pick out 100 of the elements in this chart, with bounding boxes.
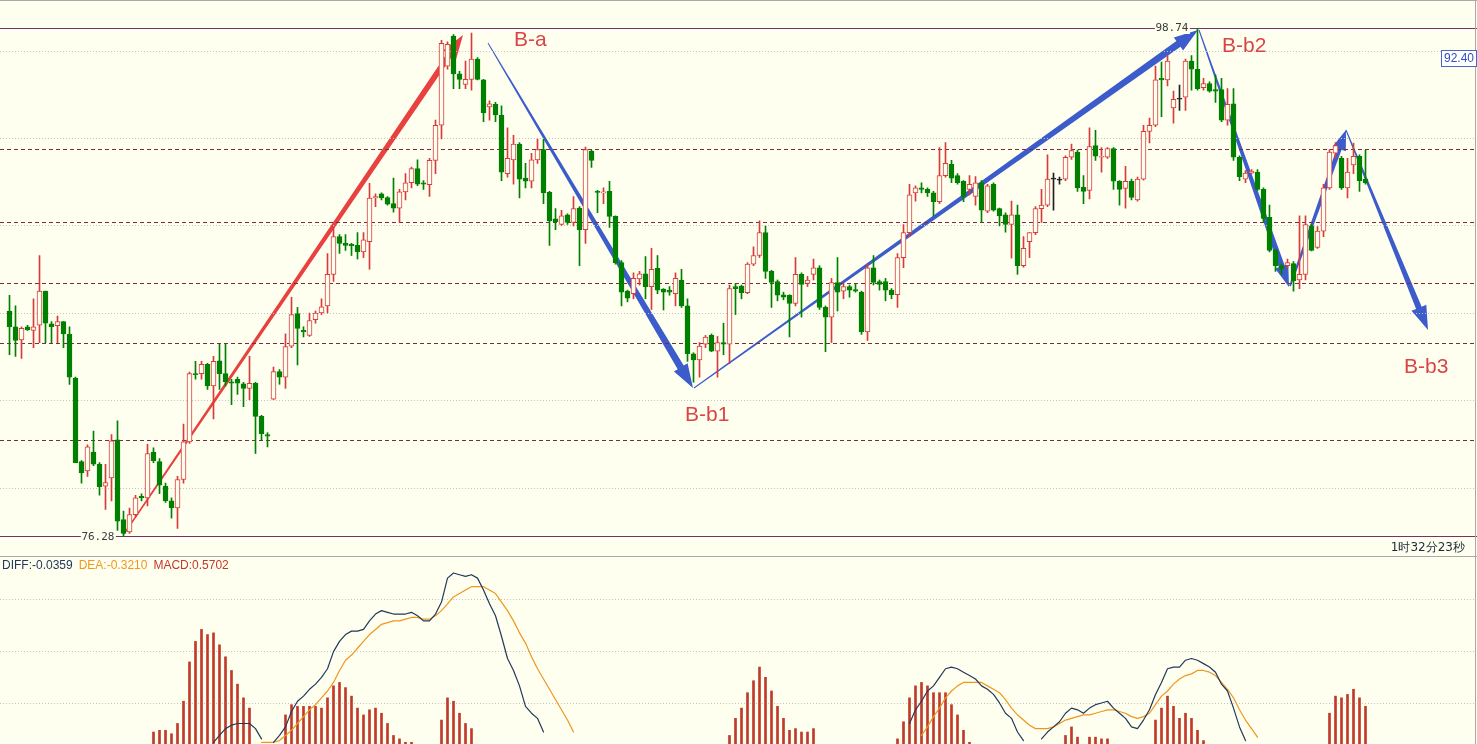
bar	[248, 707, 251, 744]
bar	[212, 632, 215, 744]
bar	[788, 729, 791, 744]
bar	[1154, 719, 1157, 744]
text: DIFF:-0.0359	[2, 558, 74, 572]
bar	[242, 697, 245, 744]
bar	[230, 670, 233, 744]
bar	[926, 685, 929, 744]
bar	[794, 728, 797, 744]
annotation: 98.74	[1154, 21, 1190, 34]
bar	[1094, 736, 1097, 744]
bar	[968, 741, 971, 744]
bar	[164, 729, 167, 744]
bar	[950, 704, 953, 744]
bar	[368, 709, 371, 744]
bar	[746, 692, 749, 744]
bar	[944, 692, 947, 744]
bar	[182, 700, 185, 744]
bar	[896, 738, 899, 744]
text: DEA:-0.3210	[78, 558, 148, 572]
bar	[152, 731, 155, 744]
bar	[374, 707, 377, 744]
bar	[1184, 712, 1187, 744]
bar	[1160, 707, 1163, 744]
bar	[302, 706, 305, 744]
bar	[1328, 712, 1331, 744]
bar	[1100, 738, 1103, 744]
text: B-b3	[1404, 354, 1449, 377]
bar	[404, 741, 407, 744]
bar	[734, 718, 737, 744]
bar	[464, 723, 467, 744]
bar	[188, 661, 191, 744]
bar	[236, 683, 239, 744]
bar	[932, 692, 935, 744]
text: MACD:0.5702	[153, 558, 230, 572]
bar	[470, 728, 473, 744]
bar	[440, 719, 443, 744]
bar	[956, 714, 959, 744]
bar	[776, 706, 779, 744]
bar	[1364, 706, 1367, 744]
annotation: B-a	[514, 27, 547, 50]
bar	[176, 723, 179, 744]
text: 1时32分23秒	[1390, 540, 1465, 554]
bar	[344, 687, 347, 744]
bar	[1064, 735, 1067, 744]
bar	[764, 676, 767, 744]
bar	[332, 685, 335, 744]
bar	[920, 682, 923, 744]
bar	[752, 680, 755, 744]
bar	[1346, 694, 1349, 744]
bar	[770, 690, 773, 744]
bar	[1202, 740, 1205, 744]
bar	[1340, 697, 1343, 744]
bar	[320, 707, 323, 744]
bar	[1166, 695, 1169, 744]
bar	[800, 731, 803, 744]
bar	[350, 695, 353, 744]
bar	[158, 729, 161, 744]
bar	[410, 741, 413, 744]
bar	[1190, 718, 1193, 744]
bar	[446, 697, 449, 744]
annotation: B-b1	[685, 402, 730, 425]
bar	[362, 714, 365, 744]
bar	[206, 634, 209, 744]
bar	[392, 735, 395, 744]
annotation: B-b2	[1222, 33, 1267, 56]
bar	[452, 700, 455, 744]
bar	[1358, 697, 1361, 744]
bar	[962, 729, 965, 744]
bar	[356, 707, 359, 744]
bar	[380, 712, 383, 744]
bar	[782, 718, 785, 744]
bar	[1352, 688, 1355, 744]
bar	[1076, 736, 1079, 744]
bar	[314, 706, 317, 744]
bar	[728, 735, 731, 744]
bar	[218, 644, 221, 744]
bar	[902, 721, 905, 744]
bar	[938, 692, 941, 744]
bar	[1106, 738, 1109, 744]
bar	[758, 666, 761, 744]
bar	[914, 685, 917, 744]
bar	[338, 682, 341, 744]
bar	[386, 723, 389, 744]
bar	[194, 641, 197, 744]
bar	[1178, 718, 1181, 744]
bar	[1088, 736, 1091, 744]
bar	[812, 728, 815, 744]
bar	[458, 712, 461, 744]
bar	[308, 706, 311, 744]
bar	[1334, 695, 1337, 744]
bar	[908, 697, 911, 744]
bar	[1070, 726, 1073, 744]
bar	[224, 656, 227, 744]
text: 92.40	[1441, 50, 1477, 67]
bar	[296, 706, 299, 744]
bar	[806, 731, 809, 744]
bar	[398, 738, 401, 744]
bar	[740, 707, 743, 744]
annotation: 76.28	[80, 530, 116, 543]
